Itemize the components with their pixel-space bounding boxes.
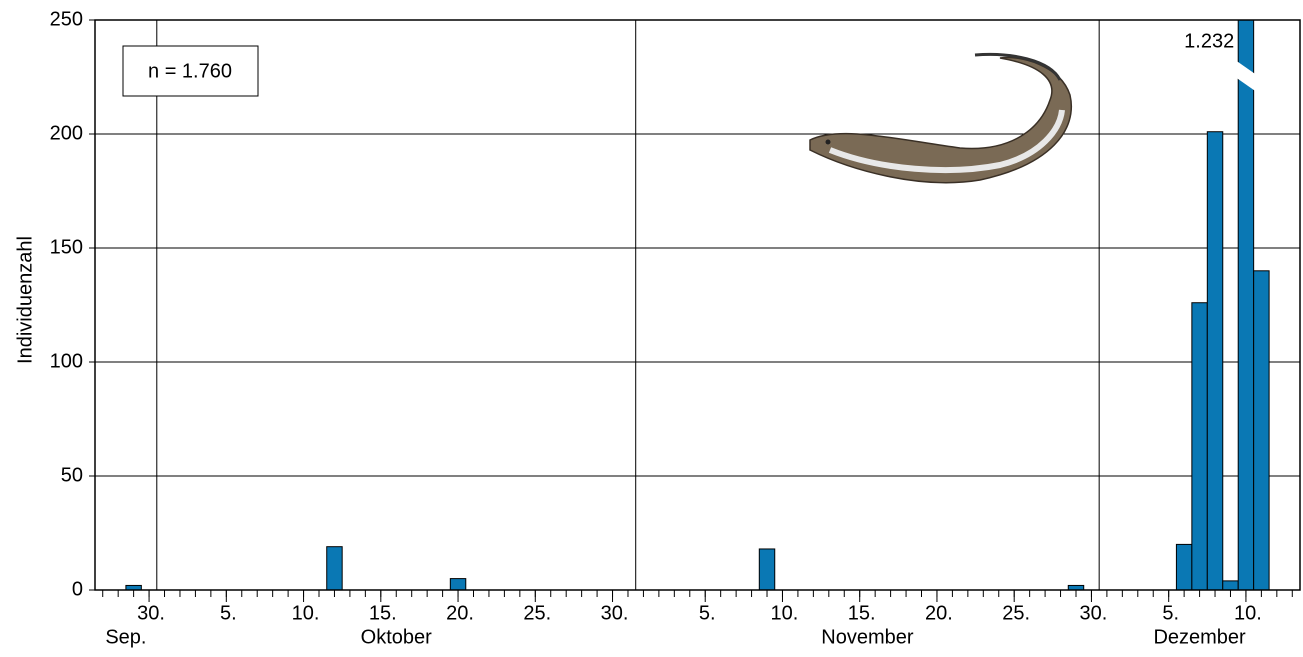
y-tick-label: 150 [50,236,83,258]
eel-illustration [810,54,1071,182]
chart: Individuenzahl 0 50 100 150 200 250 Sep. Oktobe… [0,0,1303,657]
annotation: n = 1.760 [148,60,232,82]
x-tick-label: 5. [1162,602,1179,624]
y-tick-label: 0 [72,578,83,600]
bar [1192,303,1207,590]
month-label: Dezember [1153,626,1246,648]
bar [1238,20,1253,590]
x-tick-label: 15. [369,602,397,624]
x-tick-label: 30. [137,602,165,624]
bar [1207,132,1222,590]
x-tick-label: 10. [771,602,799,624]
y-tick-label: 200 [50,122,83,144]
value-label: 1.232 [1184,30,1234,52]
y-axis-label: Individuenzahl [14,236,36,364]
month-label: Sep. [105,626,146,648]
x-tick-label: 5. [220,602,237,624]
x-tick-label: 25. [523,602,551,624]
bar [1254,271,1269,590]
y-tick-label: 50 [61,464,83,486]
month-label: Oktober [361,626,432,648]
bar [450,579,465,590]
bar [327,547,342,590]
bar [1223,581,1238,590]
y-tick-label: 250 [50,8,83,30]
x-tick-label: 30. [1080,602,1108,624]
x-tick-label: 10. [292,602,320,624]
x-tick-label: 15. [848,602,876,624]
bar [759,549,774,590]
x-tick-label: 10. [1234,602,1262,624]
page: {"chart_data": {"type": "bar", "ylabel":… [0,0,1303,657]
bar [1176,544,1191,590]
x-tick-label: 30. [601,602,629,624]
x-tick-label: 20. [446,602,474,624]
month-label: November [821,626,914,648]
x-tick-label: 20. [925,602,953,624]
y-tick-label: 100 [50,350,83,372]
plot-frame [95,20,1300,590]
annotation-box: n = 1.760 [123,46,258,96]
x-tick-label: 25. [1002,602,1030,624]
x-tick-label: 5. [699,602,716,624]
